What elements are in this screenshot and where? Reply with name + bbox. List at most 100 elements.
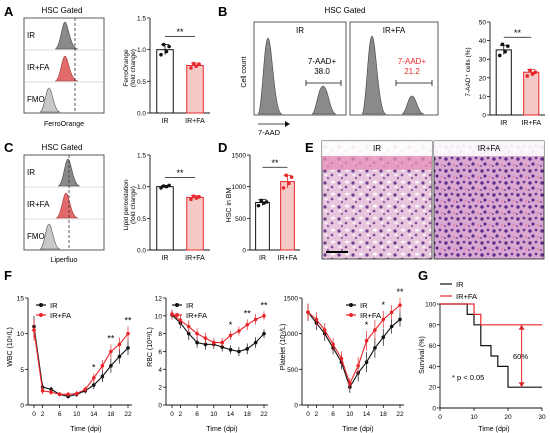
data-point <box>306 310 310 315</box>
x-tick-label: 20 <box>504 414 512 421</box>
panel-c-significance: ** <box>176 168 184 178</box>
panel-b-flow-irfa: IR+FA 7-AAD+ 21.2 <box>349 21 439 116</box>
bar <box>186 196 204 251</box>
data-point <box>194 64 199 68</box>
series-line-ir <box>307 311 401 389</box>
data-point <box>49 390 53 394</box>
y-tick-label: 500 <box>235 216 246 223</box>
bar <box>523 71 540 116</box>
legend-label-irfa: IR+FA <box>186 311 207 320</box>
data-point <box>57 392 62 397</box>
y-tick-label: 1.5 <box>137 153 146 160</box>
y-tick-label: 0 <box>242 248 246 255</box>
series-line-irfa <box>307 304 401 386</box>
panel-c-hist-xlabel: Liperfluo <box>51 257 78 264</box>
x-tick-label: 6 <box>331 411 335 418</box>
panel-c-row-label: IR+FA <box>27 200 50 209</box>
legend-marker-irfa <box>175 313 179 317</box>
data-point <box>322 328 327 332</box>
bar <box>255 202 270 251</box>
x-tick-label: 14 <box>363 411 371 418</box>
x-tick-label: 2 <box>41 411 45 418</box>
x-tick-label: IR <box>500 120 507 127</box>
data-point <box>212 340 216 345</box>
legend-marker-irfa <box>39 313 43 317</box>
panel-f-rbc-ylabel: RBC (10¹²/L) <box>147 327 154 367</box>
panel-e-title-ir: IR <box>373 144 381 153</box>
data-point <box>203 342 208 347</box>
panel-a-hist-xlabel: FerroOrange <box>44 121 84 128</box>
panel-b-xlabel: 7-AAD <box>258 128 281 137</box>
y-tick-label: 1000 <box>232 184 247 191</box>
data-point <box>40 388 45 393</box>
x-tick-label: 14 <box>227 411 235 418</box>
data-point <box>186 324 191 329</box>
panel-b-gate-value-ir: 38.0 <box>314 67 330 76</box>
panel-a-hist-ir <box>54 21 79 50</box>
panel-a: A HSC Gated IR IR+FA FMO FerroOrange Fer… <box>4 4 210 128</box>
y-tick-label: 12 <box>155 296 163 303</box>
y-tick-label: 20 <box>429 385 437 392</box>
data-point <box>220 345 224 349</box>
data-point <box>228 347 233 352</box>
data-point <box>245 322 250 327</box>
legend-label-ir: IR <box>50 301 58 310</box>
panel-b-letter: B <box>218 4 227 19</box>
y-tick-label: 20 <box>479 75 487 82</box>
panel-a-hist-irfa <box>54 55 79 82</box>
panel-f-platelet-chart: Platelet (10⁹/L) Time (dpi) IR IR+FA 0 50… <box>280 287 404 433</box>
data-point <box>356 363 360 368</box>
data-point <box>528 68 532 73</box>
data-point <box>339 356 344 361</box>
data-point <box>281 186 286 190</box>
x-tick-label: 18 <box>380 411 388 418</box>
y-tick-label: 10 <box>155 313 163 320</box>
data-point <box>159 186 163 190</box>
data-point <box>220 340 224 345</box>
panel-d: D HSC in BM 0 500 1000 1500 IR IR+FA ** <box>218 140 300 262</box>
x-tick-label: 2 <box>179 411 183 418</box>
y-tick-label: 100 <box>425 302 436 309</box>
data-point <box>525 74 530 78</box>
panel-g-letter: G <box>418 268 428 283</box>
legend-marker-ir <box>349 303 353 307</box>
y-tick-label: 40 <box>479 38 487 45</box>
panel-e-letter: E <box>305 140 314 155</box>
panel-c-ylabel-1: Lipid peroxidation <box>123 179 130 230</box>
legend-marker-ir <box>175 303 179 307</box>
panel-f-rbc-chart: RBC (10¹²/L) Time (dpi) IR IR+FA 0246810… <box>147 296 268 433</box>
panel-a-letter: A <box>4 4 14 19</box>
panel-b-gate-label-irfa: 7-AAD+ <box>398 57 427 66</box>
difference-arrowhead <box>518 324 525 330</box>
y-tick-label: 5 <box>20 367 24 374</box>
x-tick-label: IR <box>162 118 169 125</box>
data-point <box>83 387 88 392</box>
panel-f-rbc-legend: IR IR+FA <box>172 301 207 320</box>
y-tick-label: 50 <box>479 20 487 27</box>
x-tick-label: IR+FA <box>185 118 205 125</box>
data-point <box>533 70 538 75</box>
y-tick-label: 0 <box>158 403 162 410</box>
panel-a-significance: ** <box>176 27 184 37</box>
data-point <box>228 333 233 338</box>
series-line-ir <box>171 314 265 353</box>
data-point <box>167 183 171 188</box>
data-point <box>245 347 250 351</box>
legend-label-ir: IR <box>186 301 194 310</box>
data-point <box>389 324 394 329</box>
data-point <box>506 44 510 48</box>
data-point <box>100 363 105 368</box>
data-point <box>373 328 377 332</box>
data-point <box>284 173 289 178</box>
data-point <box>194 196 199 200</box>
data-point <box>178 318 183 323</box>
panel-f-wbc-xlabel: Time (dpi) <box>70 426 101 433</box>
panel-b-peak-ir-gated <box>311 85 337 115</box>
x-tick-label: 18 <box>107 411 115 418</box>
y-tick-label: 1500 <box>232 153 247 160</box>
legend-label-irfa: IR+FA <box>456 292 477 301</box>
data-point <box>262 314 266 318</box>
panel-f: F WBC (10⁹/L) Time (dpi) IR IR+FA 0 5 10 15… <box>4 268 404 433</box>
data-point <box>189 66 193 70</box>
panel-b-frame-ir <box>253 21 347 116</box>
